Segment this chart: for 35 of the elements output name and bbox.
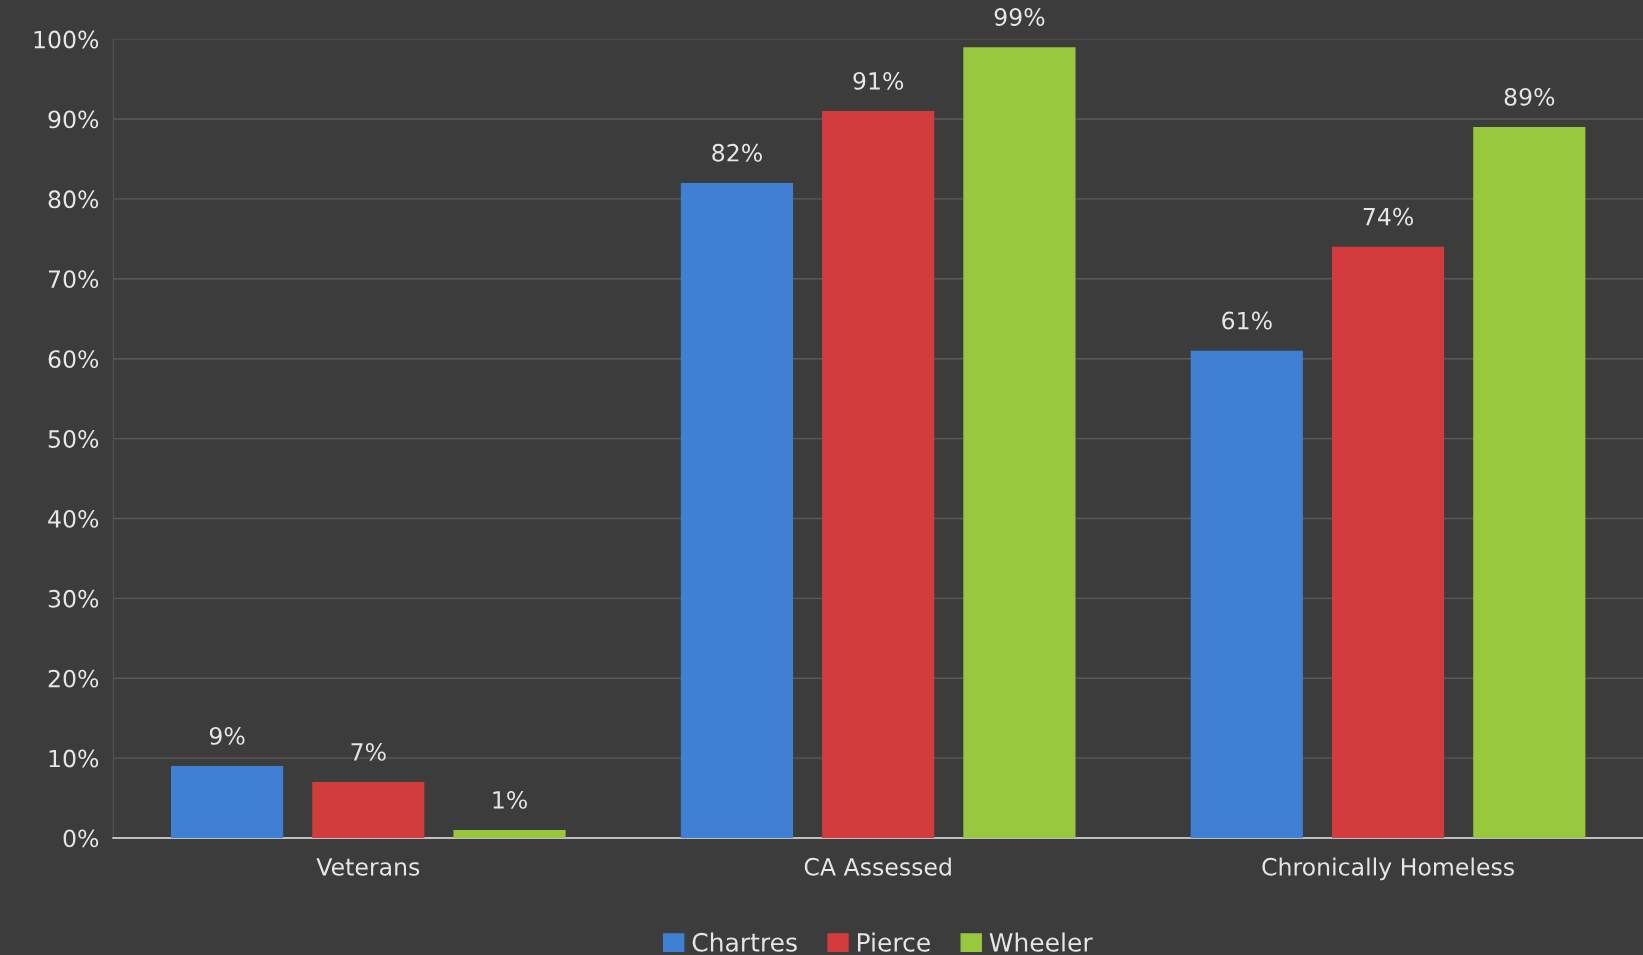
data-label: 1% [493, 790, 527, 809]
y-tick-label: 20% [48, 669, 99, 688]
bar [453, 830, 566, 839]
x-tick-label: CA Assessed [804, 857, 951, 876]
bar [170, 766, 284, 839]
y-tick-label: 60% [48, 350, 99, 368]
bar [822, 111, 935, 839]
bar [1190, 350, 1303, 839]
bar [963, 47, 1076, 839]
data-label: 82% [712, 143, 762, 162]
y-tick-label: 90% [48, 110, 99, 129]
x-tick-label: Veterans [316, 858, 420, 876]
y-tick-label: 30% [48, 589, 99, 608]
legend-label: Wheeler [989, 932, 1093, 952]
y-tick-label: 50% [48, 430, 99, 448]
bar [1331, 246, 1445, 839]
y-tick-label: 40% [48, 509, 99, 528]
data-label: 61% [1222, 311, 1272, 330]
legend-label: Pierce [857, 932, 930, 952]
bar [680, 182, 794, 839]
y-tick-label: 70% [48, 270, 99, 289]
y-tick-label: 100% [34, 30, 99, 49]
data-label: 74% [1363, 207, 1413, 226]
data-label: 91% [853, 71, 904, 90]
data-label: 9% [209, 727, 245, 745]
x-tick-label: Chronically Homeless [1262, 857, 1514, 881]
y-tick-label: 0% [63, 829, 99, 848]
data-label: 89% [1504, 87, 1555, 106]
y-tick-label: 10% [49, 749, 99, 768]
y-tick-label: 80% [48, 190, 99, 209]
legend-label: Chartres [692, 932, 797, 952]
data-label: 7% [351, 742, 386, 761]
bar [312, 782, 425, 839]
bar [1473, 127, 1586, 839]
data-label: 99% [994, 8, 1045, 26]
